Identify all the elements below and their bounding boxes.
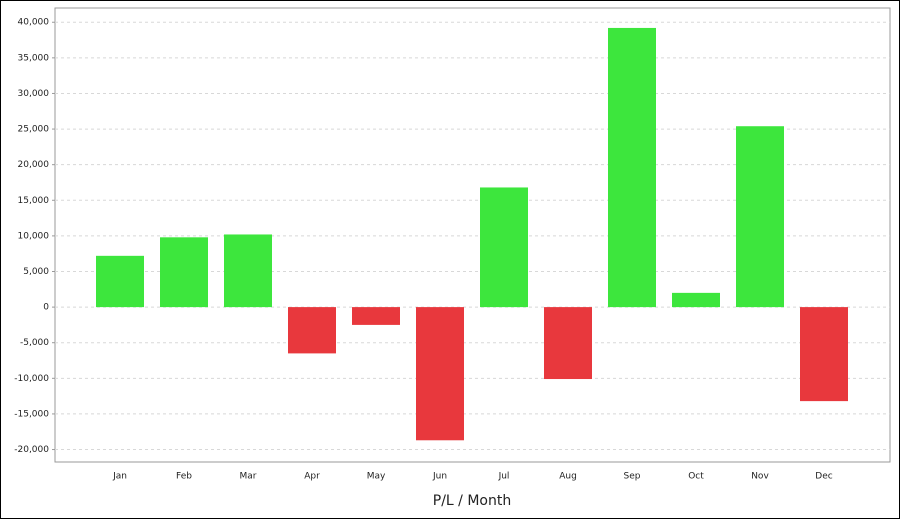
x-tick-label: Sep <box>624 472 641 482</box>
y-tick-label: 35,000 <box>18 53 50 63</box>
y-tick-label: 0 <box>43 303 49 313</box>
y-tick-label: -5,000 <box>20 338 49 348</box>
bar <box>160 237 208 308</box>
y-tick-label: 40,000 <box>18 18 50 28</box>
y-tick-label: -15,000 <box>14 409 49 419</box>
x-tick-label: Jul <box>498 472 510 482</box>
bar <box>608 27 656 308</box>
y-tick-label: 20,000 <box>18 160 50 170</box>
y-tick-label: 15,000 <box>18 196 50 206</box>
x-tick-label: Oct <box>688 472 704 482</box>
x-tick-label: Jun <box>432 472 447 482</box>
bar <box>672 292 720 308</box>
y-tick-label: 30,000 <box>18 89 50 99</box>
y-tick-label: -20,000 <box>14 445 49 455</box>
bar <box>288 307 336 354</box>
y-tick-label: -10,000 <box>14 374 49 384</box>
x-tick-label: Dec <box>815 472 832 482</box>
bar <box>544 307 592 380</box>
bar <box>352 307 400 325</box>
bar <box>416 307 464 441</box>
x-tick-label: May <box>367 472 386 482</box>
x-tick-label: Apr <box>304 472 320 482</box>
x-tick-label: Nov <box>751 472 769 482</box>
y-tick-label: 25,000 <box>18 125 50 135</box>
bar <box>800 307 848 402</box>
bar <box>736 126 784 308</box>
x-tick-label: Mar <box>240 472 257 482</box>
x-tick-label: Feb <box>176 472 192 482</box>
bar <box>224 234 272 308</box>
x-axis-label: P/L / Month <box>433 493 511 509</box>
x-tick-label: Aug <box>559 472 577 482</box>
bar <box>96 255 144 308</box>
y-tick-label: 10,000 <box>18 231 50 241</box>
x-tick-label: Jan <box>112 472 127 482</box>
bar <box>480 187 528 308</box>
y-tick-label: 5,000 <box>23 267 49 277</box>
